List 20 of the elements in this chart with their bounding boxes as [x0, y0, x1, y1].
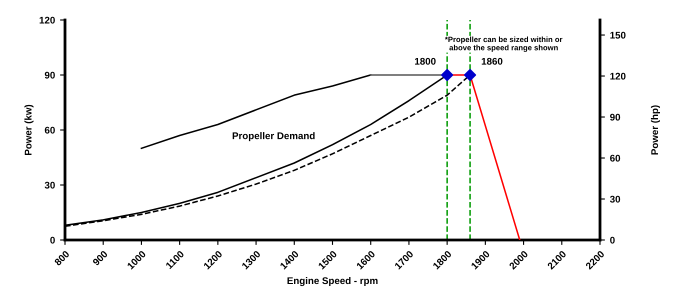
y-tick-label: 60 [44, 126, 55, 134]
y-axis-title: Power (kw) [24, 104, 34, 156]
x-tick-label: 800 [54, 250, 70, 266]
annotation: Propeller Demand [232, 132, 315, 142]
y2-tick-label: 0 [610, 236, 615, 244]
y2-tick-label: 30 [610, 196, 620, 203]
y-tick-label: 0 [50, 236, 55, 244]
y2-axis-title: Power (hp) [650, 105, 660, 154]
y2-tick-label: 150 [610, 32, 626, 39]
y2-tick-label: 120 [610, 72, 626, 80]
y2-tick-label: 90 [610, 114, 620, 121]
annotation: 1800 [415, 58, 436, 65]
y-tick-label: 120 [40, 16, 55, 24]
line-series [140, 74, 372, 150]
y-tick-label: 30 [44, 182, 55, 189]
x-axis-title: Engine Speed - rpm [288, 276, 378, 286]
y2-tick-label: 60 [610, 154, 620, 162]
annotation: 1860 [482, 58, 502, 65]
y-tick-label: 90 [44, 72, 55, 79]
x-tick-label: 900 [92, 250, 108, 266]
